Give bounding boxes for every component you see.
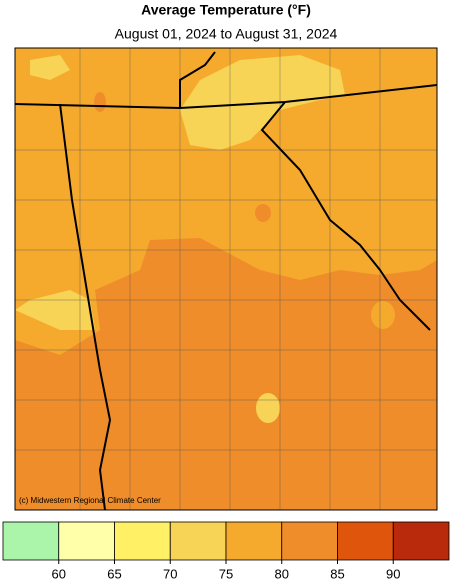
hot-region: [15, 238, 437, 510]
legend-tick-label: 85: [330, 566, 344, 581]
legend-tick-label: 70: [163, 566, 177, 581]
title: Average Temperature (°F): [141, 2, 311, 18]
legend-swatch: [281, 521, 338, 561]
legend-swatch: [337, 521, 394, 561]
subtitle: August 01, 2024 to August 31, 2024: [115, 26, 338, 42]
legend-swatch: [392, 521, 450, 561]
legend-tick-label: 60: [52, 566, 66, 581]
hot-spot: [255, 204, 271, 222]
mild-spot: [256, 393, 280, 423]
legend: 60 65 70 75 80 85 90: [2, 521, 450, 581]
legend-tick-label: 80: [275, 566, 289, 581]
legend-swatch: [114, 521, 171, 561]
map-border: [14, 47, 438, 511]
legend-tick-label: 65: [107, 566, 121, 581]
legend-swatch: [225, 521, 283, 561]
hot-spot: [94, 92, 106, 112]
map: (c) Midwestern Regional Climate Center: [14, 47, 438, 511]
county-lines: [15, 48, 437, 510]
warm-spot: [371, 301, 395, 329]
legend-swatch: [169, 521, 227, 561]
legend-swatch: [2, 521, 60, 561]
legend-tick-label: 90: [386, 566, 400, 581]
legend-swatch: [58, 521, 115, 561]
cool-region: [30, 55, 70, 80]
state-lines: [15, 51, 437, 510]
legend-tick-label: 75: [219, 566, 233, 581]
credit: (c) Midwestern Regional Climate Center: [19, 496, 161, 505]
